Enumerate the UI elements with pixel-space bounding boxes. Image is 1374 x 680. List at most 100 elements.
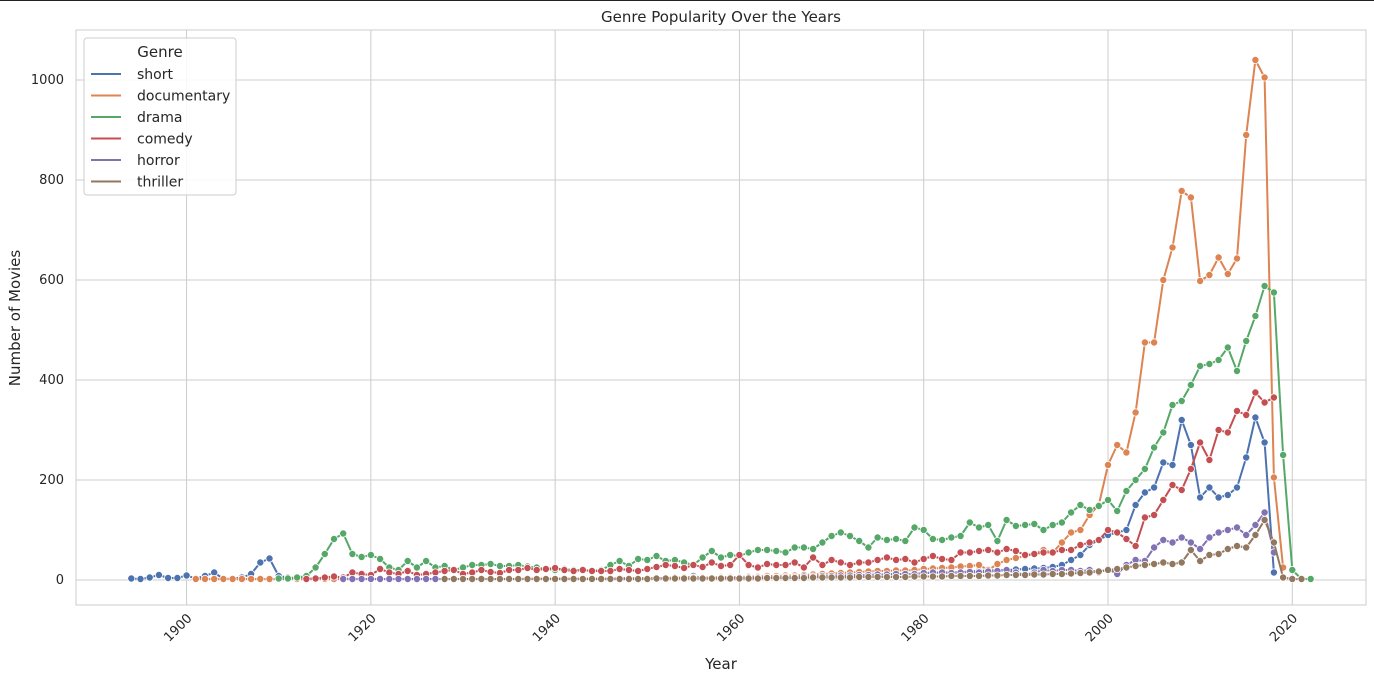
data-point <box>1260 516 1269 525</box>
data-point <box>1251 311 1260 320</box>
data-point <box>827 532 836 541</box>
data-point <box>707 574 716 583</box>
data-point <box>578 566 587 575</box>
data-point <box>1159 495 1168 504</box>
data-point <box>892 556 901 565</box>
data-point <box>928 552 937 561</box>
data-point <box>1168 538 1177 547</box>
legend-label: drama <box>137 110 182 126</box>
data-point <box>127 574 136 583</box>
data-point <box>643 556 652 565</box>
data-point <box>1233 366 1242 375</box>
data-point <box>624 575 633 584</box>
data-point <box>339 575 348 584</box>
data-point <box>311 563 320 572</box>
data-point <box>1223 428 1232 437</box>
data-point <box>505 566 514 575</box>
x-tick-label: 1980 <box>899 611 933 645</box>
data-point <box>320 550 329 559</box>
data-point <box>606 567 615 576</box>
data-point <box>984 546 993 555</box>
data-point <box>1260 508 1269 517</box>
data-point <box>1251 56 1260 65</box>
data-point <box>882 536 891 545</box>
data-point <box>237 575 246 584</box>
data-point <box>1140 338 1149 347</box>
data-point <box>514 575 523 584</box>
data-point <box>256 575 265 584</box>
data-point <box>1002 571 1011 580</box>
data-point <box>523 575 532 584</box>
data-point <box>634 575 643 584</box>
data-point <box>1011 571 1020 580</box>
data-point <box>615 565 624 574</box>
data-point <box>652 552 661 561</box>
data-point <box>1150 510 1159 519</box>
data-point <box>809 553 818 562</box>
data-point <box>781 574 790 583</box>
series-thriller <box>440 516 1306 584</box>
data-point <box>938 536 947 545</box>
data-point <box>1076 569 1085 578</box>
data-point <box>1122 448 1131 457</box>
data-point <box>458 575 467 584</box>
data-point <box>1251 531 1260 540</box>
data-point <box>431 575 440 584</box>
data-point <box>1168 400 1177 409</box>
data-point <box>809 573 818 582</box>
data-point <box>154 571 163 580</box>
data-point <box>790 543 799 552</box>
data-point <box>541 565 550 574</box>
data-point <box>855 558 864 567</box>
x-tick-label: 1940 <box>530 611 564 645</box>
data-point <box>1113 528 1122 537</box>
data-point <box>1122 526 1131 535</box>
data-point <box>1159 458 1168 467</box>
data-point <box>882 573 891 582</box>
data-point <box>799 563 808 572</box>
data-point <box>1140 561 1149 570</box>
data-point <box>412 563 421 572</box>
data-point <box>1085 568 1094 577</box>
plot-area <box>75 29 1367 606</box>
data-point <box>320 573 329 582</box>
data-point <box>836 558 845 567</box>
data-point <box>1177 558 1186 567</box>
data-point <box>1205 455 1214 464</box>
data-point <box>1122 563 1131 572</box>
data-point <box>1196 493 1205 502</box>
data-point <box>772 547 781 556</box>
data-point <box>1159 536 1168 545</box>
data-point <box>634 567 643 576</box>
data-point <box>975 561 984 570</box>
data-point <box>145 573 154 582</box>
data-point <box>477 566 486 575</box>
data-point <box>136 575 145 584</box>
data-point <box>1269 538 1278 547</box>
data-point <box>901 537 910 546</box>
chart-title: Genre Popularity Over the Years <box>601 8 841 26</box>
data-point <box>809 545 818 554</box>
data-point <box>643 565 652 574</box>
legend-item-thriller: thriller <box>91 175 183 191</box>
data-point <box>1186 440 1195 449</box>
data-point <box>744 548 753 557</box>
data-point <box>348 575 357 584</box>
data-point <box>1113 506 1122 515</box>
data-point <box>910 572 919 581</box>
data-point <box>1223 545 1232 554</box>
data-point <box>468 575 477 584</box>
data-point <box>799 574 808 583</box>
y-tick-label: 200 <box>39 473 64 488</box>
data-point <box>329 535 338 544</box>
data-point <box>1168 460 1177 469</box>
data-point <box>1186 193 1195 202</box>
data-point <box>1242 531 1251 540</box>
data-point <box>1140 488 1149 497</box>
data-point <box>1085 538 1094 547</box>
data-point <box>1057 518 1066 527</box>
data-point <box>928 572 937 581</box>
data-point <box>1030 520 1039 529</box>
data-point <box>385 575 394 584</box>
data-point <box>1186 538 1195 547</box>
